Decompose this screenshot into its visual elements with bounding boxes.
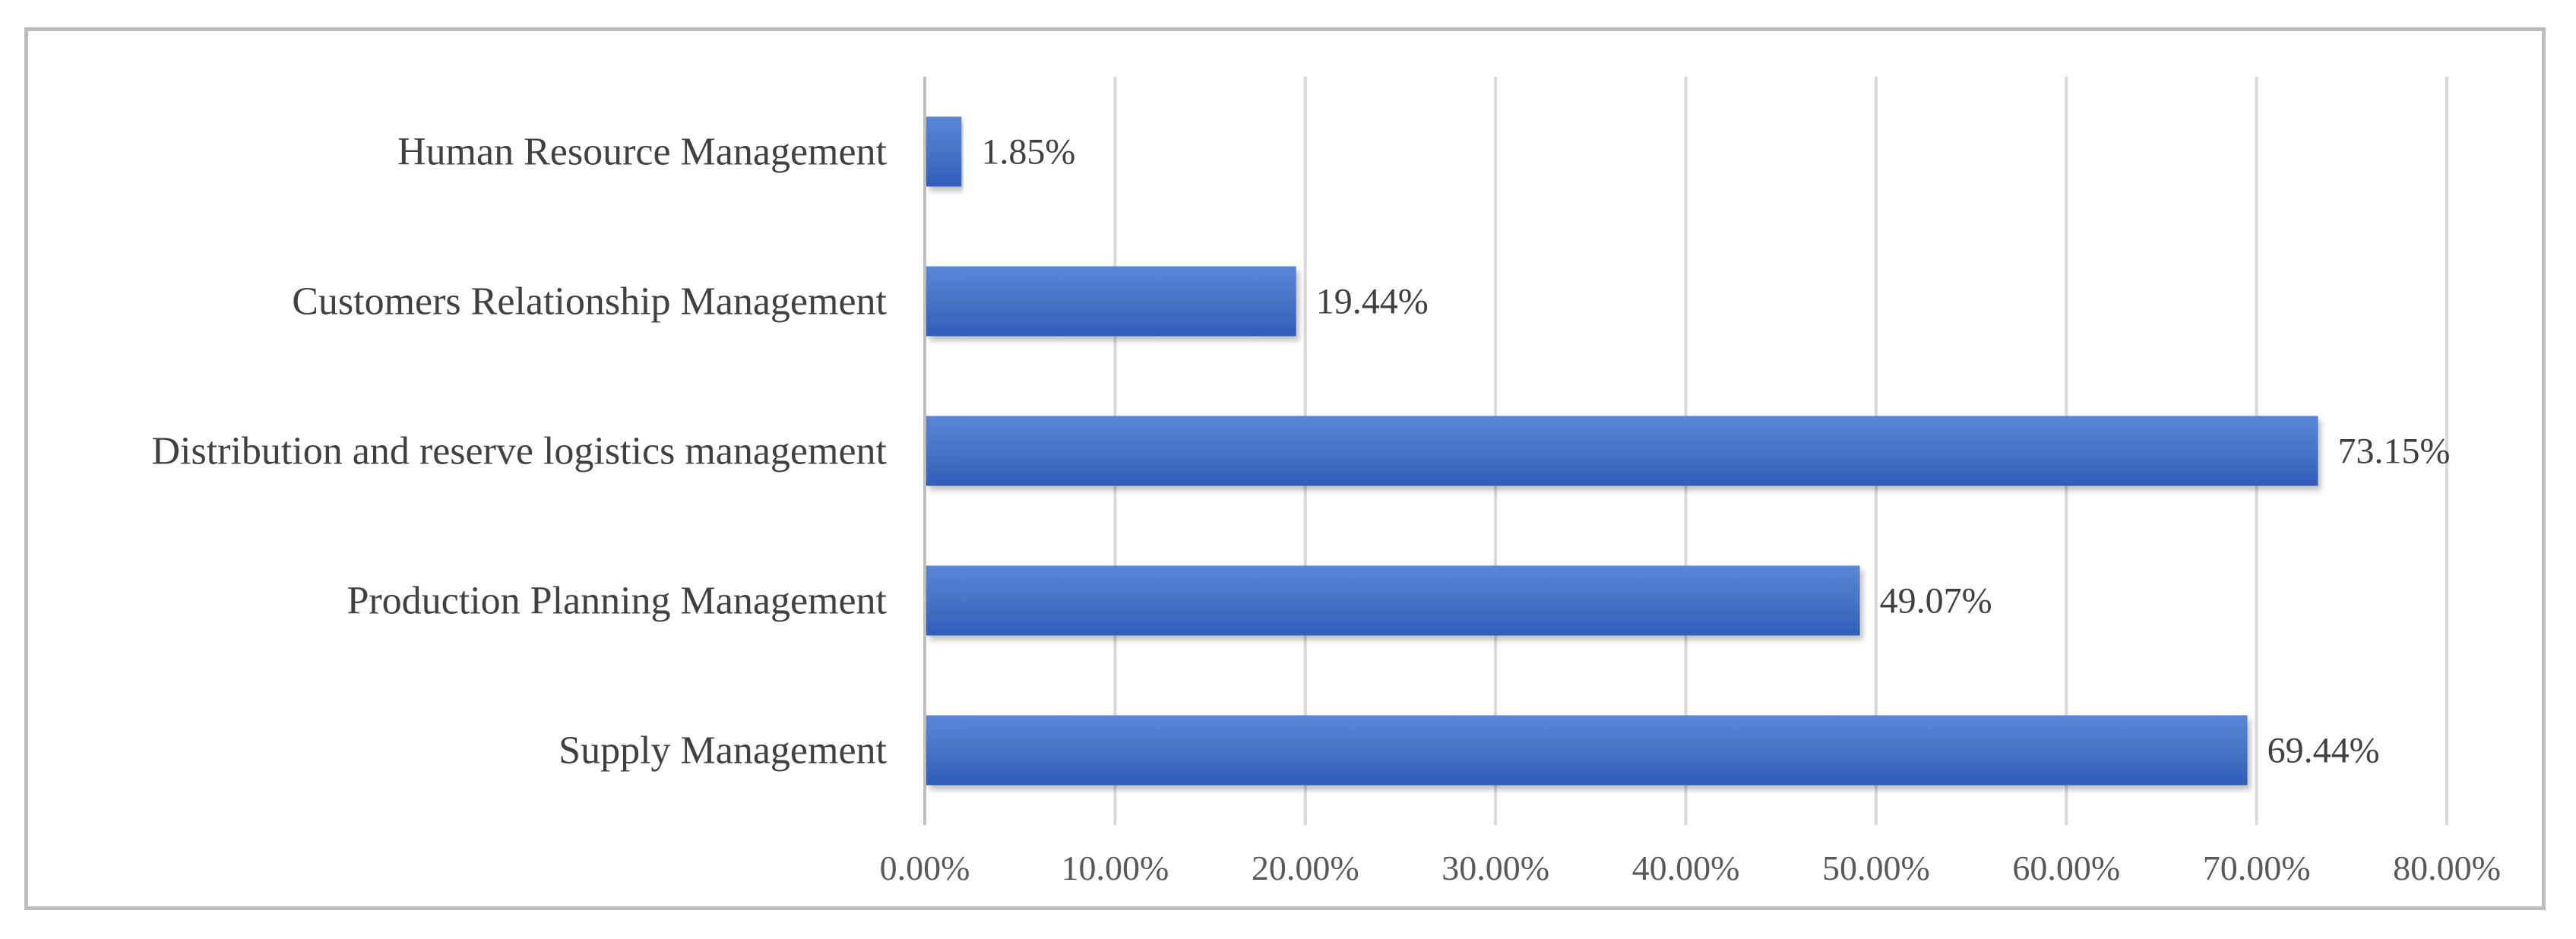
x-tick-label: 30.00% [1441,849,1549,887]
category-label: Supply Management [559,729,887,773]
category-label: Distribution and reserve logistics manag… [151,430,887,473]
bar [926,266,1296,337]
bar [926,715,2248,786]
bar [926,565,1860,636]
x-tick-label: 10.00% [1061,849,1169,887]
category-labels: Human Resource Management Customers Relat… [151,131,887,773]
x-tick-label: 50.00% [1822,849,1930,887]
bars [926,116,2318,786]
chart-frame: Human Resource Management Customers Relat… [24,27,2546,910]
category-label: Human Resource Management [397,131,888,174]
value-label: 1.85% [981,132,1075,172]
category-label: Production Planning Management [347,580,887,623]
bar [926,116,962,187]
value-label: 73.15% [2337,432,2450,472]
bar [926,416,2318,486]
bar-chart: Human Resource Management Customers Relat… [151,77,2501,887]
value-label: 49.07% [1880,581,1992,621]
x-tick-label: 0.00% [880,849,970,887]
x-tick-label: 60.00% [2012,849,2120,887]
value-label: 19.44% [1316,282,1429,322]
x-axis-ticks: 0.00% 10.00% 20.00% 30.00% 40.00% 50.00% 60.00… [880,849,2501,887]
value-labels: 1.85% 19.44% 73.15% 49.07% 69.44% [981,132,2450,771]
x-tick-label: 40.00% [1632,849,1740,887]
category-label: Customers Relationship Management [292,280,887,324]
value-label: 69.44% [2267,731,2380,771]
x-tick-label: 80.00% [2393,849,2501,887]
x-tick-label: 20.00% [1252,849,1359,887]
x-tick-label: 70.00% [2203,849,2311,887]
